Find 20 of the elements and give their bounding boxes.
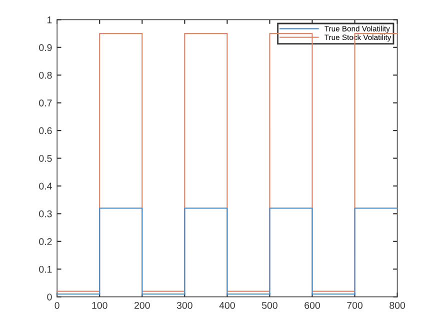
x-tick-label: 0 <box>54 302 60 309</box>
y-tick-label: 0.7 <box>39 100 52 106</box>
x-tick-label: 600 <box>304 302 320 309</box>
x-tick-label: 500 <box>262 302 278 309</box>
x-tick-label: 800 <box>390 302 406 309</box>
y-tick-label: 0.1 <box>39 266 52 273</box>
y-tick-label: 0 <box>47 294 52 300</box>
x-tick-label: 700 <box>347 302 362 309</box>
y-tick-label: 0.2 <box>39 238 52 246</box>
x-tick-label: 400 <box>219 302 235 309</box>
x-tick-label: 300 <box>176 302 192 309</box>
y-tick-label: 0.3 <box>39 210 52 218</box>
y-tick-label: 0.6 <box>39 127 52 134</box>
x-tick-label: 200 <box>134 302 150 309</box>
x-tick-label: 100 <box>92 302 108 309</box>
y-tick-label: 0.4 <box>39 182 52 190</box>
y-tick-label: 0.8 <box>39 72 52 79</box>
y-tick-label: 0.5 <box>39 154 52 162</box>
y-tick-label: 0.9 <box>39 44 52 52</box>
y-tick-label: 1 <box>48 16 52 24</box>
